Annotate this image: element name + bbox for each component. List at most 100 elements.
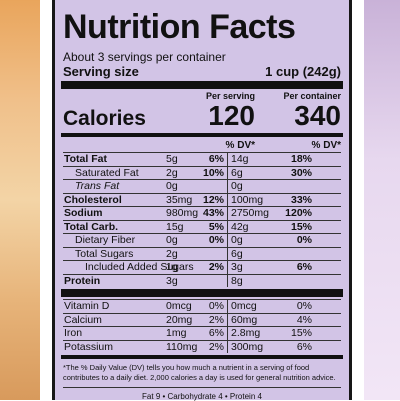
divider-thick <box>61 81 343 89</box>
calories-label: Calories <box>63 107 146 130</box>
dv-container: 6% <box>296 340 312 353</box>
per-container-header: Per container <box>283 91 341 101</box>
amount-serving: 20mg <box>166 313 193 326</box>
divider-medium <box>61 133 343 137</box>
dv-container: 6% <box>296 261 312 273</box>
nutrient-name: Vitamin D <box>64 300 110 312</box>
dv-serving: 43% <box>202 207 224 219</box>
vitamin-row-vitamin-d: Vitamin D 0mcg 0% 0mcg 0% <box>63 299 341 313</box>
amount-container: 300mg <box>227 340 269 353</box>
dv-container <box>269 248 313 261</box>
divider-thick <box>61 289 343 297</box>
amount-serving: 2g <box>166 247 178 260</box>
amount-serving: 35mg <box>166 193 193 206</box>
divider-thin <box>63 387 341 388</box>
amount-container: 8g <box>227 274 269 287</box>
dv-container <box>269 275 313 288</box>
nutrient-name: Included Added Sugars <box>85 261 194 273</box>
dv-serving <box>199 180 227 193</box>
dv-header-container: % DV* <box>311 140 341 151</box>
dv-header-serving: % DV* <box>225 140 255 151</box>
dv-serving: 2% <box>208 313 224 326</box>
nutrient-name: Iron <box>64 327 83 339</box>
calorie-conversion: Fat 9 • Carbohydrate 4 • Protein 4 <box>142 392 262 401</box>
amount-container: 6g <box>227 166 269 179</box>
amount-serving: 2g <box>166 166 178 179</box>
dv-container: 4% <box>296 313 312 326</box>
dv-serving <box>199 275 227 288</box>
amount-container: 3g <box>227 261 269 274</box>
amount-serving: 110mg <box>166 340 198 353</box>
vitamin-row-potassium: Potassium 110mg 2% 300mg 6% <box>63 339 341 353</box>
dv-serving: 6% <box>208 327 224 339</box>
dv-container: 15% <box>290 220 312 233</box>
amount-container: 6g <box>227 247 269 260</box>
dv-container: 0% <box>296 234 312 246</box>
dv-container: 120% <box>285 207 312 219</box>
package-left-edge <box>0 0 40 400</box>
dv-serving: 6% <box>208 153 224 165</box>
nutrient-row-trans-fat: Trans Fat 0g 0g <box>63 179 341 193</box>
calories-row: Calories 120 340 <box>63 101 341 131</box>
nutrient-row-sodium: Sodium 980mg 43% 2750mg 120% <box>63 206 341 220</box>
amount-container: 14g <box>227 153 269 166</box>
daily-value-footnote: *The % Daily Value (DV) tells you how mu… <box>63 363 336 382</box>
dv-serving: 2% <box>208 340 224 353</box>
dv-container: 33% <box>290 193 312 206</box>
nutrient-row-protein: Protein 3g 8g <box>63 273 341 288</box>
dv-serving: 10% <box>202 166 224 179</box>
amount-container: 100mg <box>227 193 269 206</box>
nutrient-row-added-sugars: Included Added Sugars 1g 2% 3g 6% <box>63 260 341 274</box>
dv-container <box>269 180 313 193</box>
nutrient-name: Protein <box>64 274 101 287</box>
serving-size-label: Serving size <box>63 64 139 79</box>
nutrient-row-cholesterol: Cholesterol 35mg 12% 100mg 33% <box>63 192 341 206</box>
amount-serving: 3g <box>166 274 178 287</box>
amount-container: 2.8mg <box>227 327 269 340</box>
serving-size-value: 1 cup (242g) <box>265 64 341 79</box>
calories-column-headers: Per serving Per container <box>63 91 341 101</box>
nutrient-name: Trans Fat <box>75 180 120 192</box>
dv-container: 30% <box>290 166 312 179</box>
dv-container: 0% <box>296 300 312 312</box>
amount-serving: 1mg <box>166 327 187 339</box>
dv-container: 18% <box>290 153 312 165</box>
dv-serving <box>199 248 227 261</box>
nutrient-row-total-sugars: Total Sugars 2g 6g <box>63 246 341 261</box>
dv-serving: 0% <box>208 300 224 312</box>
nutrient-name: Total Carb. <box>64 220 119 233</box>
divider-medium <box>61 355 343 359</box>
dv-header-row: % DV* % DV* <box>63 139 341 152</box>
amount-container: 2750mg <box>227 207 269 220</box>
amount-container: 60mg <box>227 313 269 326</box>
amount-serving: 5g <box>166 153 178 165</box>
per-serving-header: Per serving <box>205 91 255 101</box>
package-right-edge <box>364 0 400 400</box>
dv-container: 15% <box>290 327 312 339</box>
nutrient-name: Total Fat <box>64 153 107 165</box>
dv-serving: 0% <box>208 234 224 246</box>
nutrition-facts-panel: Nutrition Facts About 3 servings per con… <box>52 0 352 401</box>
dv-serving: 2% <box>208 261 224 273</box>
nutrient-name: Dietary Fiber <box>75 234 136 246</box>
amount-container: 0g <box>227 180 269 193</box>
servings-per-container: About 3 servings per container <box>63 50 226 64</box>
amount-serving: 0g <box>166 180 178 192</box>
nutrient-name: Total Sugars <box>75 247 134 260</box>
dv-serving: 12% <box>202 193 224 206</box>
amount-serving: 1g <box>166 261 178 273</box>
nutrient-row-total-carb: Total Carb. 15g 5% 42g 15% <box>63 219 341 233</box>
nutrient-name: Cholesterol <box>64 193 122 206</box>
amount-serving: 0mcg <box>166 300 192 312</box>
nutrient-row-dietary-fiber: Dietary Fiber 0g 0% 0g 0% <box>63 233 341 247</box>
nutrient-name: Saturated Fat <box>75 166 139 179</box>
dv-serving: 5% <box>208 220 224 233</box>
calories-per-container: 340 <box>294 100 341 131</box>
amount-container: 0g <box>227 234 269 247</box>
nutrient-name: Calcium <box>64 313 102 326</box>
amount-serving: 980mg <box>166 207 199 219</box>
nutrient-name: Potassium <box>64 340 114 353</box>
serving-size-row: Serving size 1 cup (242g) <box>63 64 341 79</box>
amount-container: 42g <box>227 220 269 233</box>
label-title: Nutrition Facts <box>63 8 296 46</box>
